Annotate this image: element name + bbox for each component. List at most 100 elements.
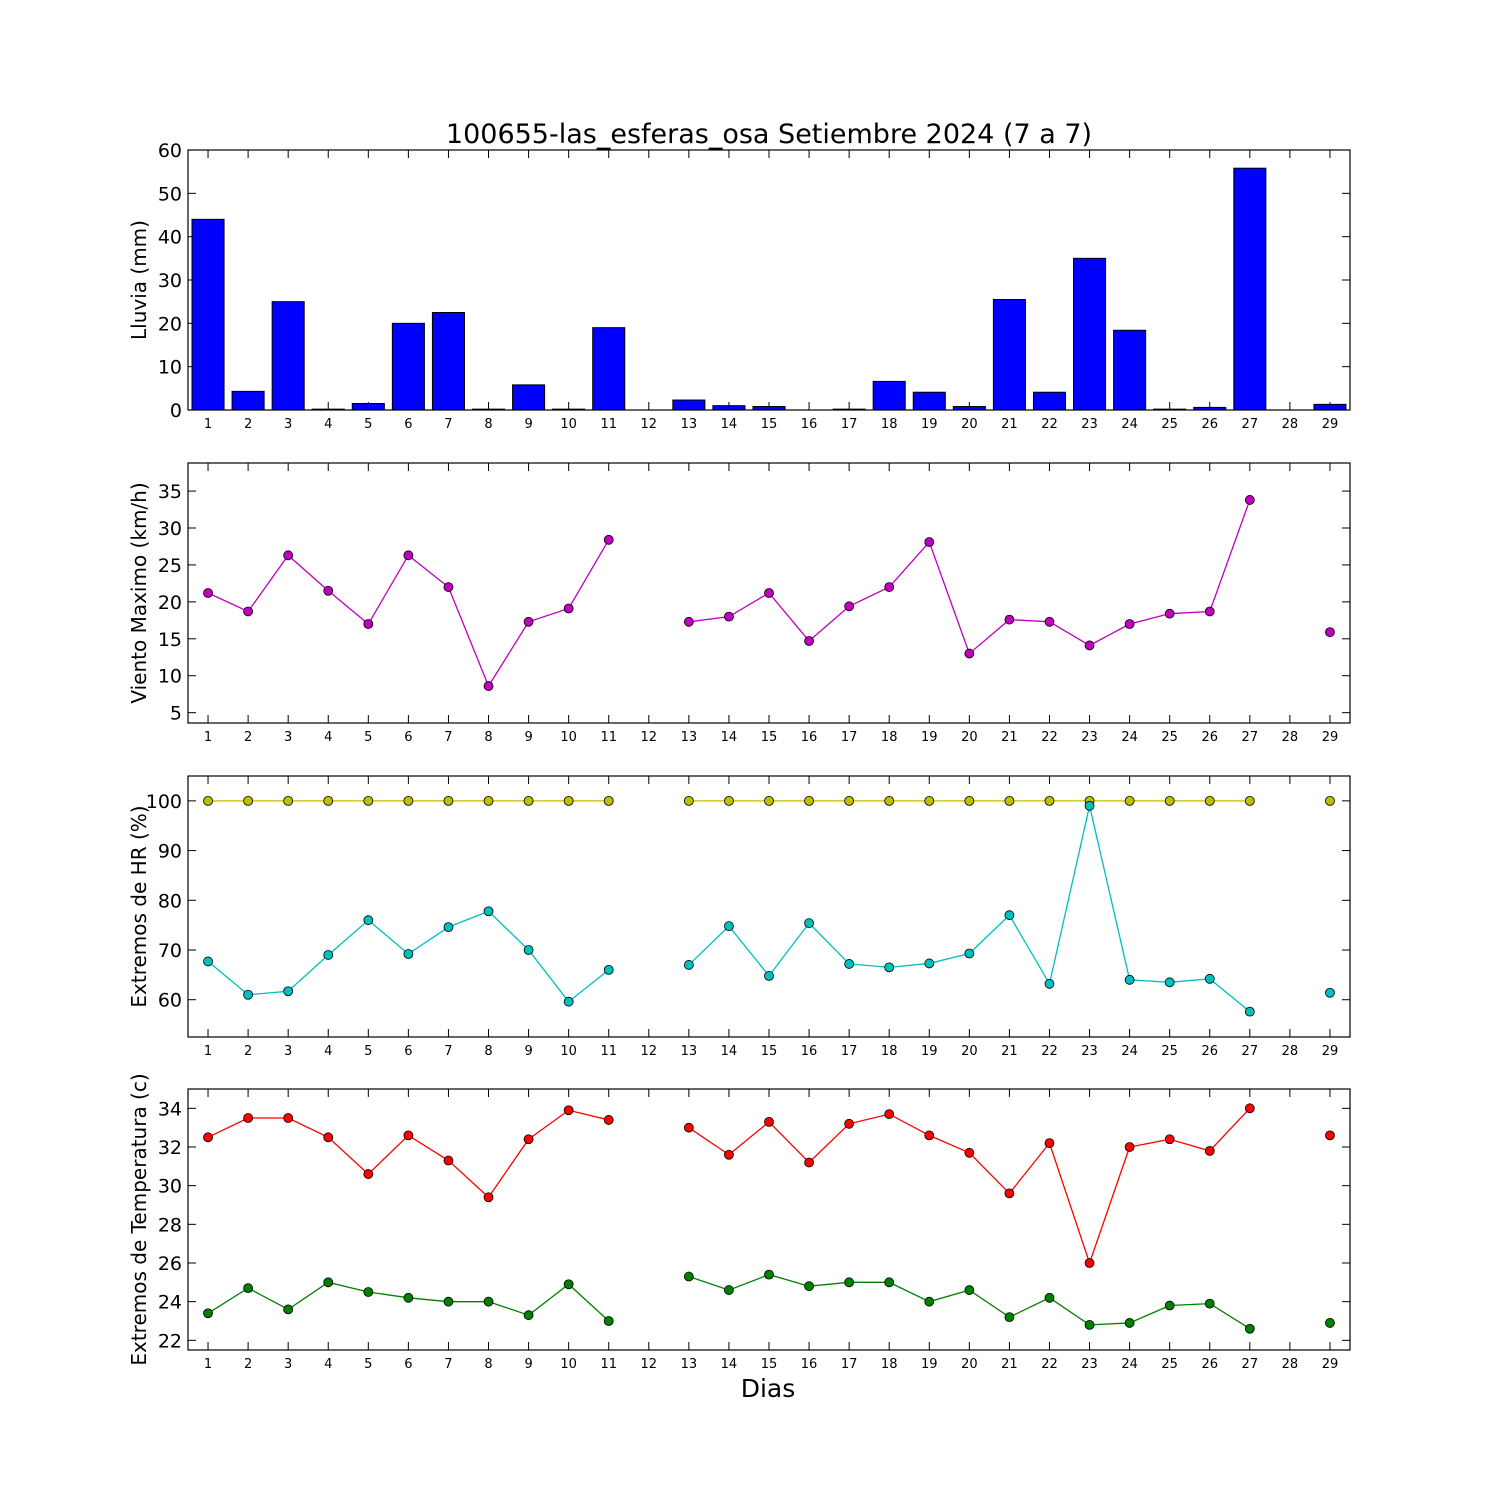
data-point [884,962,895,973]
y-tick-label: 30 [158,270,182,292]
x-tick-label: 10 [560,1357,577,1372]
data-point [483,1296,494,1307]
data-point [1044,978,1055,989]
data-point [924,537,935,547]
x-tick-label: 12 [641,730,658,745]
x-tick-label: 11 [600,1357,617,1372]
data-point [563,795,574,806]
data-point [764,970,774,981]
data-point [1164,795,1175,806]
bar [512,384,546,411]
data-point [323,795,334,806]
data-point [203,956,213,967]
x-tick-label: 7 [444,730,452,745]
data-point [363,795,374,806]
data-point [1164,1300,1175,1311]
x-tick-label: 24 [1121,417,1138,432]
x-tick-label: 27 [1242,417,1259,432]
x-tick-label: 6 [404,1044,412,1059]
data-point [1204,795,1215,806]
data-point [844,1118,855,1129]
data-point [1204,1298,1215,1309]
x-tick-label: 10 [560,1044,577,1059]
data-point [804,795,814,806]
x-tick-label: 28 [1282,1044,1299,1059]
x-tick-label: 21 [1001,730,1018,745]
x-tick-label: 18 [881,417,898,432]
x-tick-label: 13 [681,1357,698,1372]
data-point [683,795,694,806]
series-line [688,1107,1251,1266]
data-point [363,1287,374,1297]
x-tick-label: 1 [204,1044,212,1059]
x-tick-label: 7 [444,417,452,432]
y-tick-label: 60 [158,140,182,162]
x-tick-label: 16 [801,1044,818,1059]
x-tick-label: 16 [801,1357,818,1372]
y-tick-label: 35 [158,481,182,503]
x-tick-label: 22 [1041,1357,1058,1372]
data-point [1204,973,1215,984]
plot-frame [187,1088,1351,1351]
x-tick-label: 6 [404,417,412,432]
x-tick-label: 9 [524,1357,532,1372]
bar [1073,257,1107,411]
x-tick-label: 26 [1201,1044,1218,1059]
data-point [1004,1312,1015,1323]
data-point [323,950,334,960]
data-point [964,1147,975,1158]
data-point [964,795,975,806]
x-tick-label: 29 [1322,1044,1339,1059]
data-point [764,795,774,806]
data-point [1325,795,1335,806]
data-point [603,1316,614,1326]
x-tick-label: 8 [484,1044,492,1059]
data-point [323,1277,334,1288]
x-tick-label: 2 [244,417,252,432]
data-point [1244,1103,1255,1114]
y-tick-label: 0 [170,400,182,422]
y-tick-label: 15 [158,629,182,651]
x-tick-label: 18 [881,730,898,745]
bar [351,403,385,411]
y-tick-label: 50 [158,183,182,205]
x-tick-label: 25 [1161,1357,1178,1372]
data-point [1084,640,1095,651]
x-tick-label: 10 [560,417,577,432]
x-tick-label: 12 [641,1044,658,1059]
x-tick-label: 4 [324,1357,332,1372]
x-tick-label: 18 [881,1044,898,1059]
bar [912,391,946,411]
x-tick-label: 26 [1201,417,1218,432]
data-point [323,1132,334,1143]
y-tick-label: 24 [158,1292,182,1314]
bar [1032,391,1067,411]
x-tick-label: 8 [484,1357,492,1372]
bar [712,405,746,411]
y-axis-label: Extremos de HR (%) [127,805,151,1007]
x-tick-label: 23 [1081,1044,1098,1059]
data-point [1164,1134,1175,1145]
data-point [1084,1319,1095,1330]
x-tick-label: 9 [524,1044,532,1059]
x-tick-label: 29 [1322,730,1339,745]
data-point [683,616,694,627]
y-tick-label: 5 [170,703,182,725]
x-tick-label: 3 [284,1357,292,1372]
data-point [1124,1142,1135,1152]
y-tick-label: 20 [158,313,182,335]
x-tick-label: 24 [1121,1044,1138,1059]
data-point [1084,1258,1095,1268]
x-tick-label: 4 [324,417,332,432]
data-point [363,915,374,926]
x-tick-label: 26 [1201,1357,1218,1372]
data-point [924,1296,935,1307]
series-line [207,539,610,688]
data-point [563,603,574,614]
data-point [724,1149,734,1160]
data-point [443,1155,454,1166]
x-tick-label: 17 [841,1044,858,1059]
data-point [1204,1145,1215,1156]
data-point [804,1281,814,1292]
